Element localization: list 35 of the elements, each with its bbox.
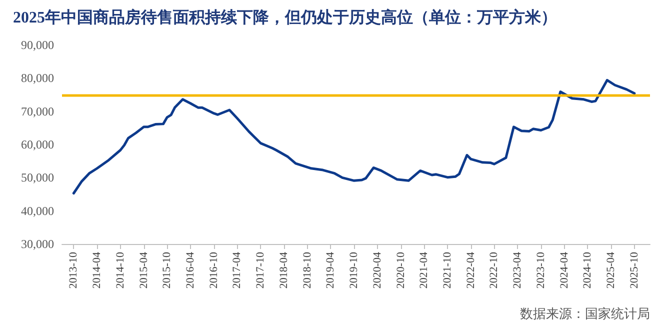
x-tick-label: 2019-04: [324, 252, 337, 289]
y-tick-label: 80,000: [21, 71, 54, 86]
source-note: 数据来源：国家统计局: [520, 306, 650, 321]
y-tick-label: 90,000: [21, 38, 54, 52]
y-tick-label: 60,000: [21, 138, 54, 152]
x-tick-label: 2018-10: [301, 252, 314, 289]
y-tick-label: 50,000: [21, 170, 54, 185]
x-tick-label: 2023-10: [534, 252, 547, 289]
x-tick-label: 2016-10: [208, 252, 220, 289]
x-tick-label: 2023-04: [512, 252, 524, 289]
x-tick-label: 2019-10: [348, 252, 360, 289]
x-tick-label: 2017-04: [231, 252, 244, 289]
x-tick-label: 2014-10: [114, 252, 126, 289]
x-tick-label: 2017-10: [254, 252, 267, 289]
x-tick-label: 2016-04: [184, 252, 197, 289]
x-tick-label: 2021-04: [418, 252, 430, 289]
x-tick-label: 2015-10: [161, 252, 174, 289]
x-tick-label: 2021-10: [442, 252, 454, 289]
x-tick-label: 2015-04: [138, 252, 150, 289]
x-tick-label: 2022-10: [488, 252, 500, 289]
line-series: [72, 78, 636, 195]
x-tick-label: 2020-04: [371, 252, 384, 289]
x-tick-label: 2018-04: [278, 252, 290, 289]
x-tick-label: 2025-10: [628, 252, 640, 289]
x-tick-label: 2022-04: [464, 252, 477, 289]
x-tick-label: 2024-10: [582, 252, 594, 289]
y-tick-label: 70,000: [21, 104, 54, 118]
x-tick-label: 2024-04: [558, 252, 570, 289]
x-tick-label: 2020-10: [394, 252, 407, 289]
x-tick-label: 2025-04: [605, 252, 618, 289]
y-tick-label: 40,000: [21, 204, 54, 218]
x-tick-label: 2014-04: [91, 252, 104, 289]
x-tick-label: 2013-10: [68, 252, 80, 289]
y-tick-label: 30,000: [21, 237, 54, 251]
chart-title: 2025年中国商品房待售面积持续下降，但仍处于历史高位（单位：万平方米）: [13, 8, 557, 26]
